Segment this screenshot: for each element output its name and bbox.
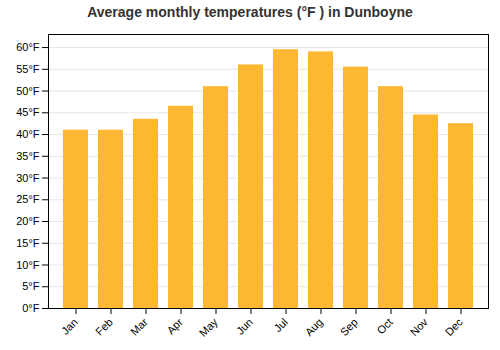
- svg-text:Apr: Apr: [164, 316, 185, 337]
- svg-text:Aug: Aug: [303, 316, 325, 338]
- svg-text:Mar: Mar: [128, 316, 150, 338]
- svg-text:35°F: 35°F: [16, 150, 40, 162]
- svg-text:Jan: Jan: [59, 316, 80, 337]
- svg-text:10°F: 10°F: [16, 259, 40, 271]
- svg-text:40°F: 40°F: [16, 128, 40, 140]
- svg-text:45°F: 45°F: [16, 106, 40, 118]
- svg-text:Jul: Jul: [271, 316, 289, 334]
- svg-text:5°F: 5°F: [22, 280, 40, 292]
- svg-text:30°F: 30°F: [16, 172, 40, 184]
- svg-text:20°F: 20°F: [16, 215, 40, 227]
- svg-text:Dec: Dec: [443, 315, 466, 338]
- svg-text:50°F: 50°F: [16, 85, 40, 97]
- html-text:Average monthly temperatures (: Average monthly temperatures (°F ) in Du…: [87, 4, 413, 20]
- svg-text:Sep: Sep: [338, 316, 360, 338]
- svg-text:Jun: Jun: [234, 316, 255, 337]
- svg-text:15°F: 15°F: [16, 237, 40, 249]
- svg-text:25°F: 25°F: [16, 193, 40, 205]
- svg-text:Nov: Nov: [408, 315, 431, 338]
- svg-text:60°F: 60°F: [16, 41, 40, 53]
- svg-text:Oct: Oct: [374, 316, 395, 337]
- svg-text:Feb: Feb: [93, 316, 115, 338]
- svg-text:0°F: 0°F: [22, 302, 40, 314]
- svg-text:55°F: 55°F: [16, 63, 40, 75]
- svg-text:May: May: [197, 315, 221, 339]
